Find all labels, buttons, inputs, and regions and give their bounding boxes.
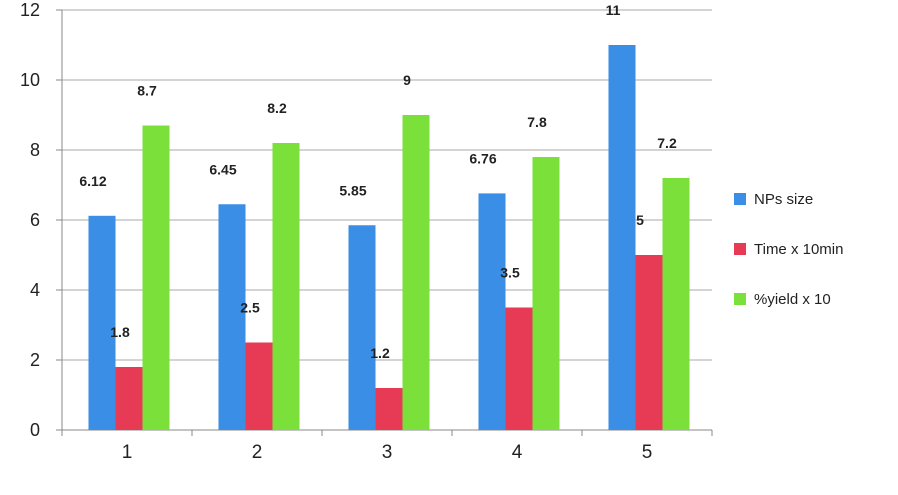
legend-swatch [734,193,746,205]
data-label: 3.5 [500,265,520,281]
data-label: 7.8 [527,114,547,130]
y-tick-label: 4 [30,280,40,300]
data-label: 8.7 [137,83,157,99]
data-label: 1.2 [370,345,390,361]
bar [608,45,636,430]
bar [348,225,376,430]
data-label: 5 [636,212,644,228]
bar [478,193,506,430]
legend-label: NPs size [754,190,814,208]
bar [142,125,170,430]
data-label: 5.85 [339,182,366,198]
data-label: 7.2 [657,135,677,151]
bar [375,388,403,430]
legend-item-time: Time x 10min [734,238,843,260]
data-label: 11 [606,2,621,18]
bar [402,115,430,430]
x-tick-label: 3 [382,442,393,463]
data-label: 6.45 [209,161,236,177]
bar [115,367,143,430]
legend-swatch [734,293,746,305]
y-tick-label: 8 [30,140,40,160]
bar [662,178,690,430]
y-tick-label: 10 [20,70,40,90]
x-tick-label: 4 [512,442,523,463]
bar [505,307,533,430]
bar [88,215,116,430]
data-label: 1.8 [110,324,130,340]
bar [272,143,300,430]
x-tick-label: 1 [122,442,133,463]
x-tick-label: 5 [642,442,653,463]
bars [88,45,690,430]
data-labels: 6.12 1.8 8.7 6.45 2.5 8.2 5.85 1.2 9 6.76 3.5 7.8 11… [79,2,677,361]
x-tick-label: 2 [252,442,263,463]
y-tick-label: 2 [30,350,40,370]
bar [532,157,560,430]
legend: NPs size Time x 10min %yield x 10 [734,188,843,338]
y-tick-label: 0 [30,420,40,440]
bar [635,255,663,430]
legend-label: %yield x 10 [754,290,831,308]
y-tick-label: 12 [20,0,40,20]
bar [245,342,273,430]
data-label: 2.5 [240,300,260,316]
gridlines [62,9,712,431]
y-tick-label: 6 [30,210,40,230]
data-label: 9 [403,72,411,88]
legend-swatch [734,243,746,255]
data-label: 8.2 [267,100,287,116]
legend-label: Time x 10min [754,240,844,258]
legend-item-nps-size: NPs size [734,188,843,210]
bar [218,204,246,430]
data-label: 6.76 [469,150,496,166]
data-label: 6.12 [79,173,106,189]
legend-item-yield: %yield x 10 [734,288,843,310]
